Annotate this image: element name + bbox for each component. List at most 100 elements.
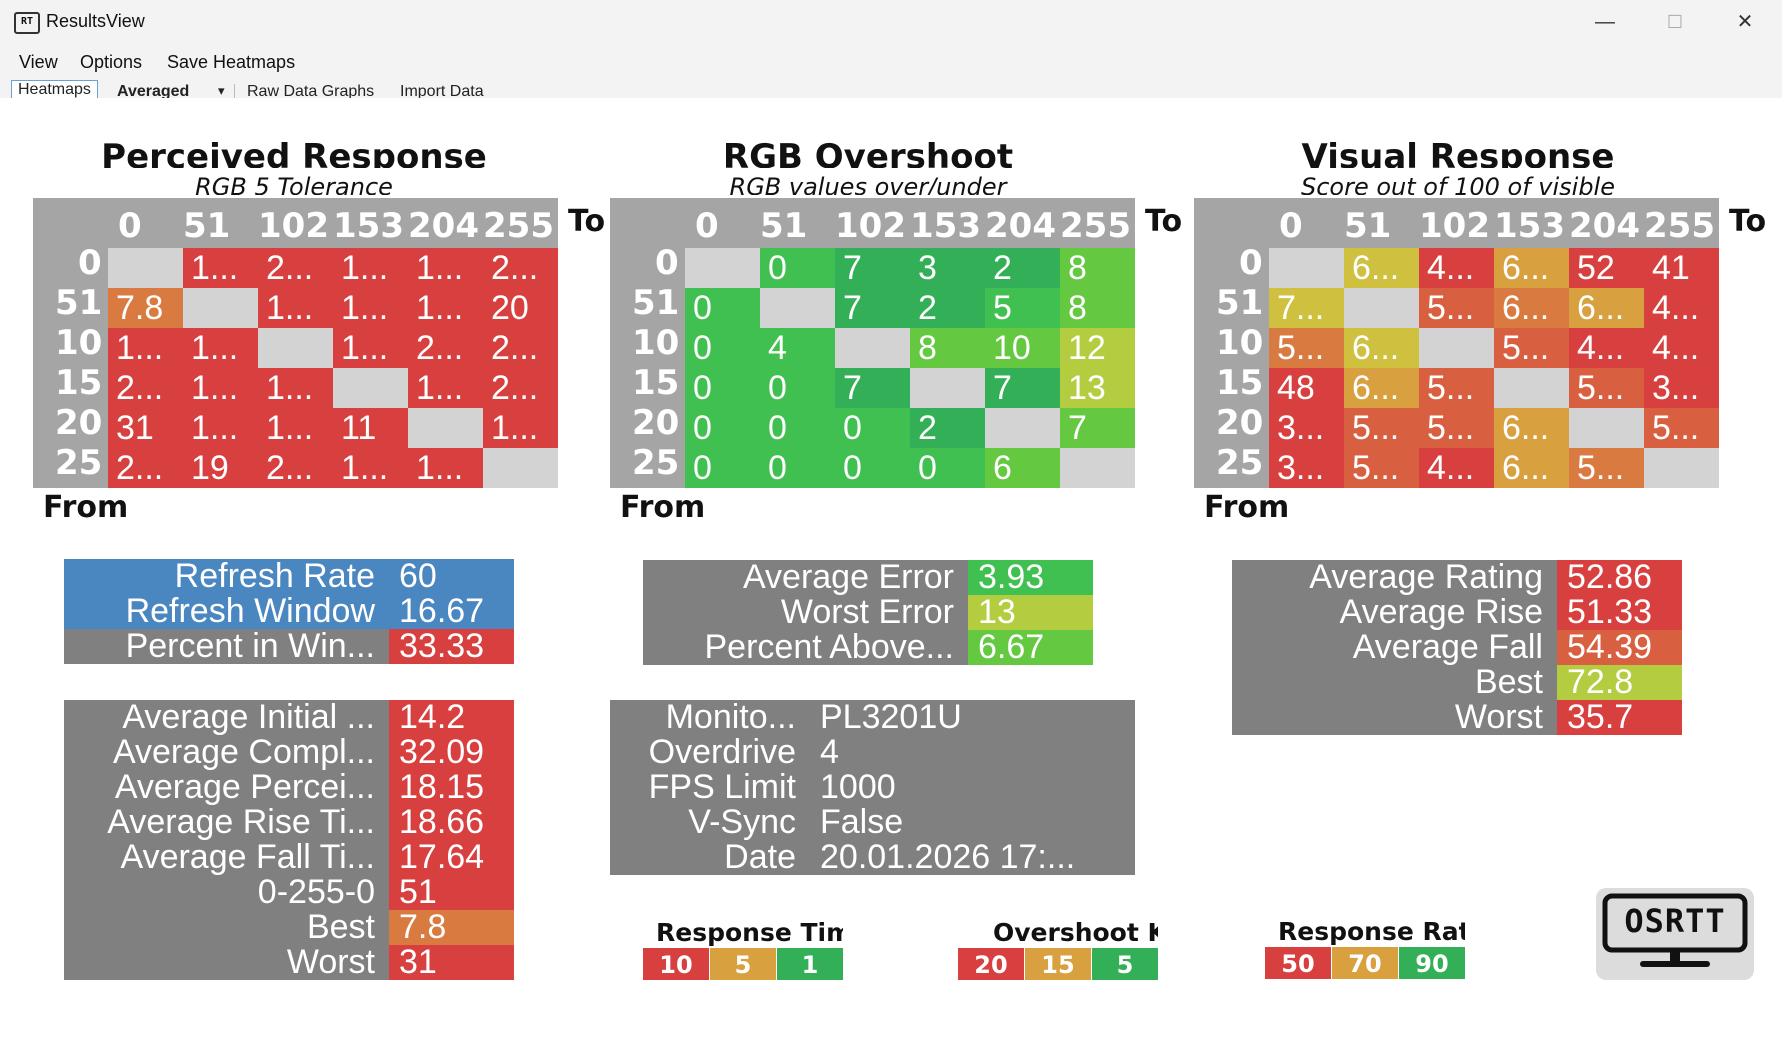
stat-row: FPS Limit 1000 (610, 770, 1135, 805)
stat-label: Best (1232, 665, 1557, 700)
legend-swatch: 20 (958, 948, 1024, 980)
title-bar (0, 0, 1782, 44)
heatmap-subtitle: RGB 5 Tolerance (195, 173, 393, 195)
column-header: 255 (1060, 206, 1131, 246)
legend-swatch: 1 (777, 948, 843, 980)
heatmap-cell: 1... (408, 248, 483, 288)
heatmap-cell: 5... (1419, 408, 1494, 448)
response-time-stats-table: Average Initial ... 14.2 Average Compl... 3… (64, 700, 514, 980)
monitor-info-table: Monito... PL3201U Overdrive 4 FPS Limit 1000 V… (610, 700, 1135, 875)
stat-row: Worst Error 13 (643, 595, 1093, 630)
column-header: 204 (1569, 206, 1640, 246)
stat-value: 4 (810, 735, 1135, 770)
from-axis-label: From (1204, 490, 1290, 525)
heatmap-cell: 1... (258, 288, 333, 328)
legend-title: Response Time (656, 918, 843, 947)
heatmap-cell (183, 288, 258, 328)
stat-value: 54.39 (1557, 630, 1682, 665)
heatmap-cell (1644, 448, 1719, 488)
menu-options[interactable]: Options (80, 52, 143, 72)
row-header: 51 (632, 283, 680, 323)
stat-row: Average Fall Ti... 17.64 (64, 840, 514, 875)
menu-view[interactable]: View (19, 52, 58, 72)
heatmap-grid: 0 51 102 153 204 255 0 51 10 15 20 25 1... 2... 1... 1.… (33, 198, 558, 488)
stat-label: Percent Above... (643, 630, 968, 665)
tab-dropdown-arrow[interactable]: ▾ (218, 83, 225, 98)
heatmap-cell (910, 368, 985, 408)
tab-import-data[interactable]: Import Data (400, 83, 484, 98)
tab-bar (0, 78, 1782, 98)
stat-row: Overdrive 4 (610, 735, 1135, 770)
heatmap-cell: 6... (1494, 408, 1569, 448)
overshoot-key-legend: Overshoot Key20155 (958, 918, 1158, 981)
heatmap-cell: 52 (1569, 248, 1644, 288)
to-axis-label: To (1145, 204, 1183, 239)
heatmap-cell: 48 (1269, 368, 1344, 408)
heatmap-cell: 0 (760, 368, 835, 408)
heatmap-title: Visual Response (1301, 137, 1615, 168)
from-axis-label: From (620, 490, 706, 525)
column-header: 204 (985, 206, 1056, 246)
stat-row: Average Percei... 18.15 (64, 770, 514, 805)
tab-raw-data-graphs[interactable]: Raw Data Graphs (247, 83, 375, 98)
app-icon: RT (14, 12, 40, 34)
heatmap-cell: 5... (1344, 408, 1419, 448)
row-header: 10 (55, 323, 103, 363)
heatmap-cell: 0 (760, 248, 835, 288)
row-header: 10 (1216, 323, 1264, 363)
column-header: 0 (695, 206, 719, 246)
heatmap-cell: 1... (408, 448, 483, 488)
refresh-rate-table: Refresh Rate 60 Refresh Window 16.67 Percent… (64, 559, 514, 664)
heatmap-cell: 7... (1269, 288, 1344, 328)
heatmap-cell: 7 (835, 248, 910, 288)
stat-value: 16.67 (389, 594, 514, 629)
heatmap-cell: 8 (910, 328, 985, 368)
heatmap-cell: 2 (985, 248, 1060, 288)
stat-value: 1000 (810, 770, 1135, 805)
heatmap-cell: 1... (258, 408, 333, 448)
heatmap-cell: 5... (1344, 448, 1419, 488)
from-axis-label: From (43, 490, 129, 525)
stat-label: Overdrive (610, 735, 810, 770)
heatmap-cell: 7 (1060, 408, 1135, 448)
heatmap-cell: 1... (483, 408, 558, 448)
stat-row: Refresh Rate 60 (64, 559, 514, 594)
close-button[interactable]: ✕ (1736, 11, 1754, 33)
overshoot-stats-table: Average Error 3.93 Worst Error 13 Percent Ab… (643, 560, 1093, 665)
heatmap-cell: 1... (333, 328, 408, 368)
heatmap-cell: 1... (108, 328, 183, 368)
heatmap-cell: 1... (183, 408, 258, 448)
heatmap-cell: 0 (835, 448, 910, 488)
stat-row: Average Initial ... 14.2 (64, 700, 514, 735)
heatmap-cell: 1... (408, 288, 483, 328)
tab-heatmaps[interactable]: Heatmaps (11, 80, 98, 99)
stat-value: 32.09 (389, 735, 514, 770)
heatmap-cell: 2... (108, 368, 183, 408)
osrtt-logo: OSRTT (1596, 888, 1754, 980)
row-header: 51 (55, 283, 103, 323)
row-header: 20 (632, 403, 680, 443)
heatmap-cell: 3 (910, 248, 985, 288)
heatmap-cell: 3... (1644, 368, 1719, 408)
heatmap-cell: 41 (1644, 248, 1719, 288)
heatmap-title: Perceived Response (101, 137, 487, 168)
heatmap-cell: 4... (1569, 328, 1644, 368)
row-header: 10 (632, 323, 680, 363)
tab-averaged-data[interactable]: Averaged D (117, 83, 190, 98)
column-header: 153 (1494, 206, 1565, 246)
maximize-button[interactable]: ☐ (1666, 12, 1684, 32)
legend-swatch: 10 (643, 948, 709, 980)
stat-value: 33.33 (389, 629, 514, 664)
legend-swatch: 70 (1332, 947, 1398, 979)
heatmap-cell (1269, 248, 1344, 288)
minimize-button[interactable]: — (1595, 11, 1615, 33)
menu-save-heatmaps[interactable]: Save Heatmaps (167, 52, 296, 72)
column-header: 102 (258, 206, 329, 246)
stat-label: Worst (1232, 700, 1557, 735)
row-header: 15 (55, 363, 103, 403)
column-header: 51 (183, 206, 231, 246)
heatmap-cell: 5 (985, 288, 1060, 328)
heatmap-cell: 7.8 (108, 288, 183, 328)
row-header: 20 (55, 403, 103, 443)
column-header: 153 (910, 206, 981, 246)
